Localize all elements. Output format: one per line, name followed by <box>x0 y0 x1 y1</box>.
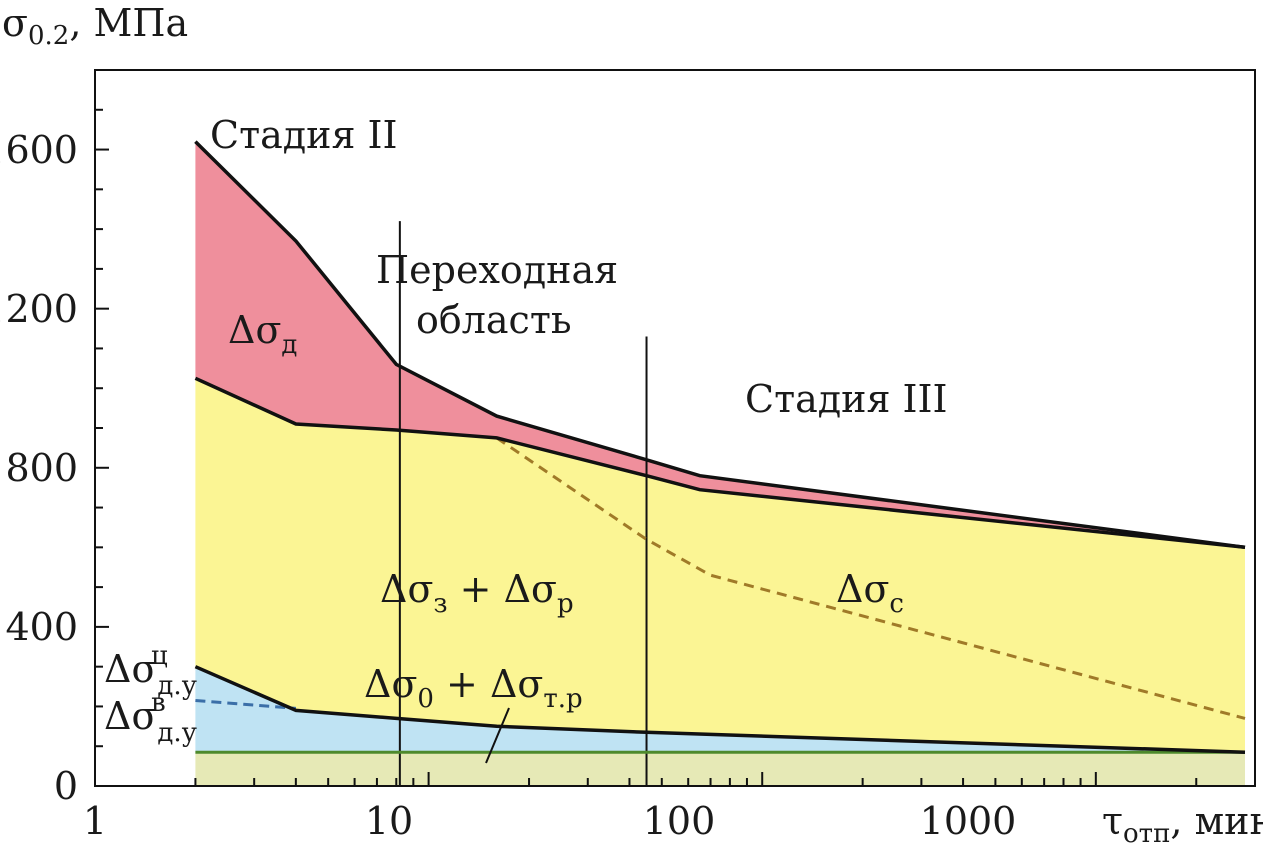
solid-solution-area <box>195 378 1245 753</box>
stage-2-label: Стадия II <box>210 113 398 157</box>
grain-boundary-c-label: Δσд.уц <box>104 641 197 701</box>
grain-boundary-v-label: Δσд.ув <box>104 688 197 748</box>
axis-ticks <box>94 69 1256 787</box>
x-tick-labels: 1 10 100 1000 <box>83 799 1016 843</box>
base-strength-area <box>195 666 1245 753</box>
carbide-dashed-line <box>495 436 1246 720</box>
y-tick-label: 400 <box>5 605 78 649</box>
y-tick-label: 800 <box>5 446 78 490</box>
base-strength-label: Δσ0 + Δσт.р <box>364 662 583 714</box>
carbide-label: Δσc <box>836 567 904 619</box>
y-tick-label: 0 <box>54 764 78 808</box>
x-tick-label: 10 <box>365 799 413 843</box>
total-strength-line <box>194 140 1246 550</box>
base-label-leader-line <box>485 707 510 764</box>
dislocation-label: Δσд <box>228 308 297 360</box>
filled-regions <box>195 141 1245 786</box>
transition-region-label: Переходная <box>376 248 618 292</box>
base-strength-line <box>194 665 1246 754</box>
curves <box>194 140 1246 754</box>
solid-solution-line <box>194 376 1246 550</box>
y-tick-label: 1200 <box>0 287 78 331</box>
transition-region-label: область <box>416 298 572 342</box>
x-tick-label: 100 <box>643 799 716 843</box>
solid-solution-label: Δσз + Δσр <box>380 567 574 619</box>
y-tick-label: 1600 <box>0 128 78 172</box>
x-axis-title: τотп, мин <box>1102 799 1263 849</box>
stage-3-label: Стадия III <box>745 377 948 421</box>
grain-boundary-dashed-line <box>195 699 297 710</box>
y-tick-labels: 0 400 800 1200 1600 <box>0 128 78 808</box>
x-tick-label: 1000 <box>920 799 1017 843</box>
x-tick-label: 1 <box>83 799 107 843</box>
y-axis-title: σ0.2, МПа <box>2 1 188 51</box>
friction-stress-area <box>195 752 1245 786</box>
